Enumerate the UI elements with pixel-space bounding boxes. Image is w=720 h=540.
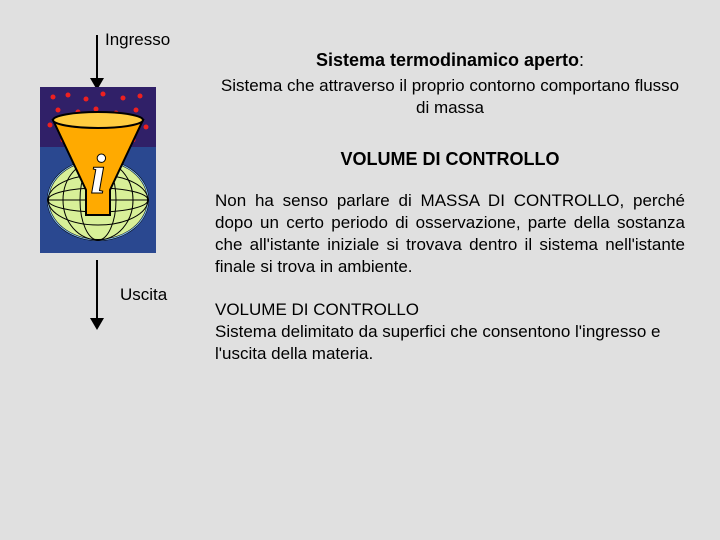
funnel-info-icon: i bbox=[38, 85, 158, 255]
title-bold: Sistema termodinamico aperto bbox=[316, 50, 579, 70]
title-colon: : bbox=[579, 50, 584, 70]
arrow-in bbox=[96, 35, 98, 80]
paragraph-volume: VOLUME DI CONTROLLO Sistema delimitato d… bbox=[215, 299, 685, 365]
label-ingresso: Ingresso bbox=[105, 30, 170, 50]
paragraph-massa: Non ha senso parlare di MASSA DI CONTROL… bbox=[215, 190, 685, 278]
label-uscita: Uscita bbox=[120, 285, 167, 305]
heading-volume: VOLUME DI CONTROLLO bbox=[215, 149, 685, 170]
arrow-out bbox=[96, 260, 98, 320]
title: Sistema termodinamico aperto: bbox=[215, 50, 685, 71]
svg-text:i: i bbox=[90, 144, 106, 206]
paragraph2-line1: VOLUME DI CONTROLLO bbox=[215, 300, 419, 319]
text-column: Sistema termodinamico aperto: Sistema ch… bbox=[215, 50, 685, 365]
subtitle: Sistema che attraverso il proprio contor… bbox=[215, 75, 685, 119]
paragraph2-line2: Sistema delimitato da superfici che cons… bbox=[215, 322, 661, 363]
